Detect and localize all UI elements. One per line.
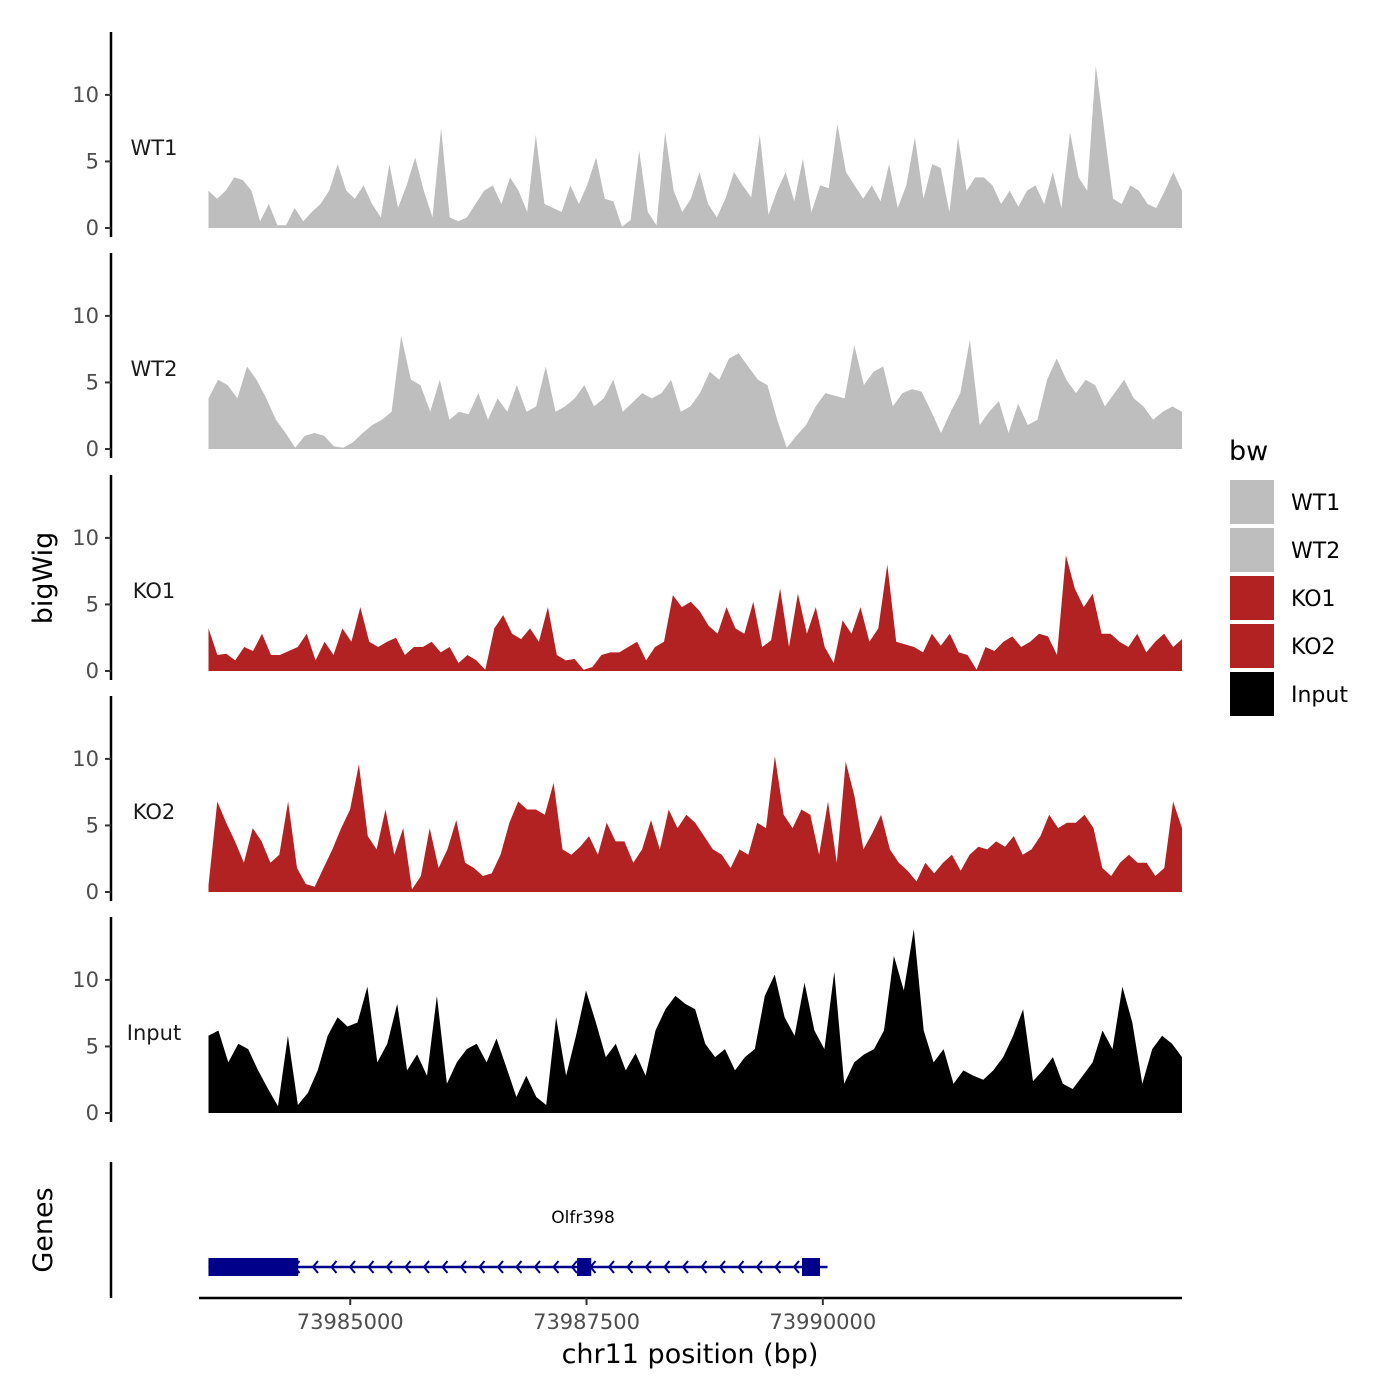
legend-label-ko2: KO2 bbox=[1291, 635, 1336, 660]
signal-area-wt2 bbox=[208, 335, 1182, 449]
strand-arrow bbox=[663, 1260, 671, 1274]
y-tick-label: 10 bbox=[72, 968, 99, 992]
y-axis-title: bigWig bbox=[28, 532, 59, 625]
strand-arrow bbox=[533, 1260, 541, 1274]
track-panel-input: 0 5 10 Input bbox=[72, 917, 1182, 1125]
strand-arrow bbox=[570, 1260, 578, 1274]
track-panel-ko1: 0 5 10 KO1 bbox=[72, 475, 1182, 683]
strand-arrow bbox=[330, 1260, 338, 1274]
legend-key-input bbox=[1230, 672, 1274, 716]
gene-track-title: Genes bbox=[28, 1187, 59, 1272]
track-panel-wt1: 0 5 10 WT1 bbox=[72, 32, 1182, 240]
x-tick-label: 73987500 bbox=[533, 1310, 640, 1334]
strand-arrow bbox=[626, 1260, 634, 1274]
y-tick-label: 5 bbox=[86, 1034, 99, 1058]
strand-arrow bbox=[367, 1260, 375, 1274]
y-tick-label: 0 bbox=[86, 437, 99, 461]
strand-arrow bbox=[718, 1260, 726, 1274]
strand-arrow bbox=[607, 1260, 615, 1274]
gene-track: Genes Olfr398 bbox=[28, 1162, 828, 1298]
strand-arrow bbox=[700, 1260, 708, 1274]
x-axis-title: chr11 position (bp) bbox=[562, 1339, 819, 1370]
track-panels: 0 5 10 WT1 0 5 10 WT2 0 5 10 KO1 0 5 10 KO2 0 5 10 Input bbox=[72, 32, 1182, 1125]
gene-name-label: Olfr398 bbox=[551, 1208, 615, 1228]
strand-arrow bbox=[681, 1260, 689, 1274]
track-panel-wt2: 0 5 10 WT2 bbox=[72, 253, 1182, 461]
track-label-input: Input bbox=[127, 1021, 181, 1045]
legend-label-wt2: WT2 bbox=[1291, 539, 1340, 564]
gene-exons bbox=[208, 1258, 820, 1276]
gene-exon bbox=[577, 1258, 592, 1276]
strand-arrow bbox=[348, 1260, 356, 1274]
strand-arrow bbox=[404, 1260, 412, 1274]
y-tick-label: 0 bbox=[86, 1101, 99, 1125]
track-label-wt2: WT2 bbox=[131, 357, 178, 381]
strand-arrow bbox=[552, 1260, 560, 1274]
strand-arrow bbox=[515, 1260, 523, 1274]
y-tick-label: 5 bbox=[86, 149, 99, 173]
strand-arrow bbox=[755, 1260, 763, 1274]
y-tick-label: 10 bbox=[72, 83, 99, 107]
x-axis: 73985000 73987500 73990000 chr11 position … bbox=[199, 1296, 1182, 1370]
y-tick-label: 5 bbox=[86, 592, 99, 616]
gene-exon bbox=[208, 1258, 299, 1276]
strand-arrow bbox=[496, 1260, 504, 1274]
y-tick-label: 0 bbox=[86, 880, 99, 904]
signal-area-wt1 bbox=[208, 65, 1182, 228]
track-label-wt1: WT1 bbox=[131, 136, 178, 160]
strand-arrow bbox=[459, 1260, 467, 1274]
signal-area-ko2 bbox=[208, 756, 1182, 892]
legend: bw WT1 WT2 KO1 KO2 Input bbox=[1229, 436, 1348, 716]
legend-key-ko2 bbox=[1230, 624, 1274, 668]
legend-key-wt2 bbox=[1230, 528, 1274, 572]
legend-key-ko1 bbox=[1230, 576, 1274, 620]
y-tick-label: 5 bbox=[86, 813, 99, 837]
legend-title: bw bbox=[1229, 436, 1268, 467]
x-tick-label: 73990000 bbox=[769, 1310, 876, 1334]
strand-arrow bbox=[422, 1260, 430, 1274]
y-tick-label: 0 bbox=[86, 216, 99, 240]
legend-label-input: Input bbox=[1291, 683, 1348, 708]
track-panel-ko2: 0 5 10 KO2 bbox=[72, 696, 1182, 904]
y-tick-label: 5 bbox=[86, 370, 99, 394]
signal-area-input bbox=[208, 929, 1182, 1113]
y-tick-label: 0 bbox=[86, 659, 99, 683]
legend-key-wt1 bbox=[1230, 480, 1274, 524]
legend-label-wt1: WT1 bbox=[1291, 491, 1340, 516]
strand-arrow bbox=[311, 1260, 319, 1274]
strand-arrow bbox=[441, 1260, 449, 1274]
strand-arrow bbox=[737, 1260, 745, 1274]
track-label-ko1: KO1 bbox=[133, 579, 176, 603]
gene-exon bbox=[802, 1258, 820, 1276]
strand-arrow bbox=[478, 1260, 486, 1274]
y-tick-label: 10 bbox=[72, 747, 99, 771]
strand-arrow bbox=[774, 1260, 782, 1274]
y-tick-label: 10 bbox=[72, 304, 99, 328]
track-label-ko2: KO2 bbox=[133, 800, 176, 824]
strand-arrow bbox=[385, 1260, 393, 1274]
y-tick-label: 10 bbox=[72, 526, 99, 550]
signal-area-ko1 bbox=[208, 555, 1182, 671]
strand-arrow bbox=[792, 1260, 800, 1274]
legend-label-ko1: KO1 bbox=[1291, 587, 1336, 612]
strand-arrow bbox=[644, 1260, 652, 1274]
x-tick-label: 73985000 bbox=[297, 1310, 404, 1334]
